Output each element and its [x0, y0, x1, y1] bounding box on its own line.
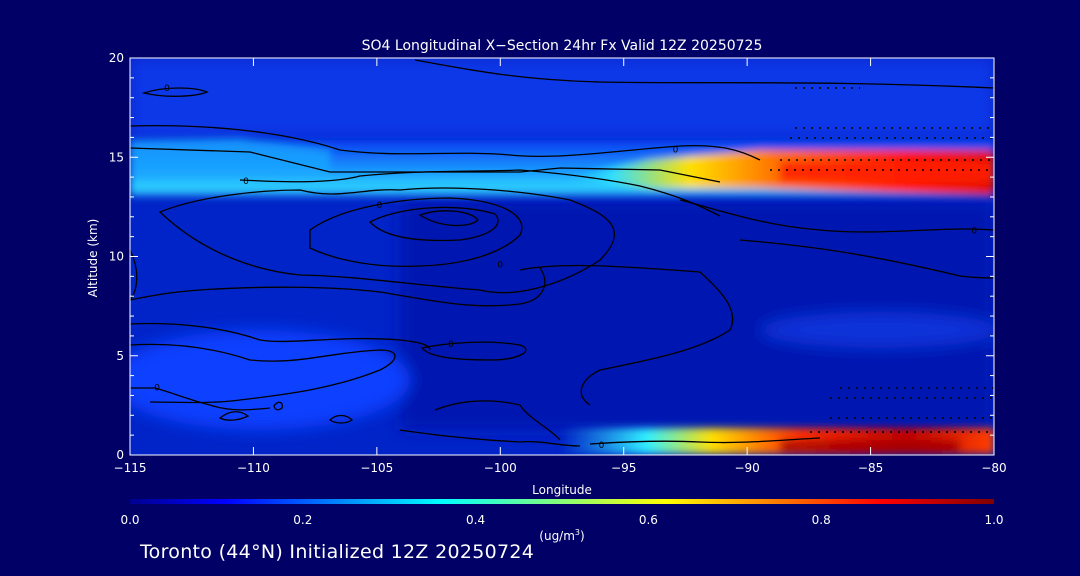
contour-label: 0	[497, 260, 503, 270]
x-axis: −115 −110 −105 −100 −95 −90 −85 −80	[114, 58, 1007, 475]
contour-line	[130, 267, 546, 307]
colorbar-gradient	[130, 499, 994, 504]
chart-title: SO4 Longitudinal X−Section 24hr Fx Valid…	[362, 38, 763, 54]
contour-line	[130, 249, 138, 301]
contour-line	[218, 411, 250, 421]
station-footer: Toronto (44°N) Initialized 12Z 20250724	[140, 541, 535, 563]
contour-label: 0	[154, 384, 160, 394]
contour-label: 0	[164, 84, 170, 94]
contour-line	[328, 414, 354, 424]
colorbar-tick-label: 0.0	[120, 513, 139, 527]
y-tick-label: 10	[109, 250, 124, 264]
upper-plume	[560, 150, 994, 195]
x-tick-label: −100	[484, 461, 517, 475]
plume-core	[780, 162, 994, 182]
contour-line	[141, 87, 209, 97]
contour-label: 0	[243, 177, 249, 187]
y-tick-label: 0	[116, 448, 124, 462]
contour-line	[130, 147, 721, 183]
colorbar-label-prefix: (ug/m	[539, 529, 575, 543]
x-tick-label: −105	[360, 461, 393, 475]
contour-line	[368, 206, 499, 242]
contour-line	[420, 341, 527, 361]
contour-line	[158, 187, 615, 294]
contour-label: 0	[376, 201, 382, 211]
contour-line	[414, 59, 994, 89]
field-upper	[130, 58, 994, 138]
band-west-bulge	[130, 138, 330, 178]
colorbar-label: (ug/m3)	[539, 528, 584, 543]
x-tick-label: −80	[981, 461, 1006, 475]
y-tick-label: 5	[116, 349, 124, 363]
contour-line	[309, 197, 523, 267]
colorbar-tick-label: 0.6	[639, 513, 658, 527]
x-tick-label: −95	[611, 461, 636, 475]
surface-plume-core	[780, 440, 960, 452]
x-tick-label: −110	[237, 461, 270, 475]
y-tick-label: 15	[109, 150, 124, 164]
colorbar-tick-label: 0.2	[293, 513, 312, 527]
colorbar-tick-label: 1.0	[984, 513, 1003, 527]
x-axis-label: Longitude	[532, 483, 592, 497]
contour-line	[239, 169, 721, 217]
contours	[130, 59, 994, 447]
contour-labels: 0 0 0 0 0 0 0 0 0	[154, 84, 977, 451]
contour-line	[739, 239, 994, 279]
field-lowlevel-west	[130, 330, 410, 430]
contour-label: 0	[971, 227, 977, 237]
y-axis: 0 5 10 15 20	[109, 51, 994, 462]
contour-label: 0	[599, 441, 605, 451]
field-midlevel-east	[760, 312, 994, 348]
contour-line	[679, 199, 994, 233]
y-tick-label: 20	[109, 51, 124, 65]
contour-line	[130, 387, 271, 411]
colorbar-label-sup: 3	[575, 528, 580, 537]
heatmap-field	[130, 58, 994, 430]
colorbar-ticks: 0.0 0.2 0.4 0.6 0.8 1.0	[120, 513, 1003, 527]
contour-line	[519, 264, 734, 331]
contour-line	[399, 429, 581, 447]
contour-line	[589, 437, 821, 445]
x-tick-label: −85	[858, 461, 883, 475]
contour-line	[418, 210, 479, 227]
contour-line	[273, 401, 284, 411]
x-tick-label: −115	[114, 461, 147, 475]
contour-line	[130, 322, 431, 351]
colorbar-tick-label: 0.4	[466, 513, 485, 527]
colorbar-label-suffix: )	[580, 529, 585, 543]
contour-label: 0	[448, 340, 454, 350]
contour-label: 0	[673, 145, 679, 155]
contour-line	[580, 329, 731, 406]
contour-line	[130, 124, 761, 161]
contour-line	[130, 343, 396, 404]
dashed-contours	[770, 87, 994, 433]
colorbar-tick-label: 0.8	[812, 513, 831, 527]
y-axis-label: Altitude (km)	[86, 219, 100, 298]
x-tick-label: −90	[734, 461, 759, 475]
colorbar: 0.0 0.2 0.4 0.6 0.8 1.0 (ug/m3)	[120, 499, 1004, 543]
plot-area: 0 0 0 0 0 0 0 0 0	[130, 58, 994, 455]
contour-line	[434, 400, 561, 441]
